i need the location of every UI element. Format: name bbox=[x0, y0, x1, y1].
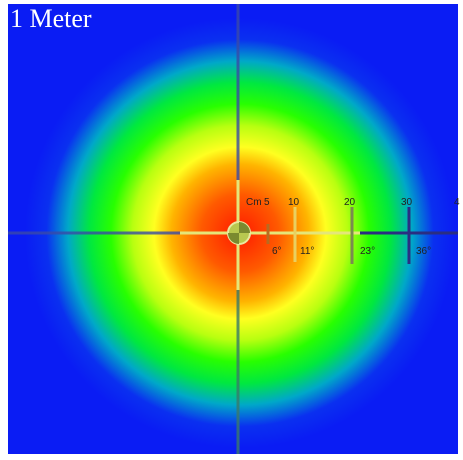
angle-label-11: 11° bbox=[300, 246, 314, 257]
angle-label-23: 23° bbox=[360, 246, 375, 257]
center-marker bbox=[227, 221, 251, 245]
distance-tick-label-20: 20 bbox=[344, 197, 356, 208]
angle-label-6: 6° bbox=[272, 246, 282, 257]
crosshair bbox=[8, 4, 458, 454]
scale-ticks bbox=[266, 207, 411, 264]
angle-label-36: 36° bbox=[416, 246, 431, 257]
distance-unit-label: Cm bbox=[246, 197, 262, 208]
distance-tick-label-30: 30 bbox=[401, 197, 413, 208]
distance-title: 1 Meter bbox=[10, 4, 92, 33]
distance-tick-label-5: 5 bbox=[264, 197, 270, 208]
distance-tick-label-40: 4 bbox=[454, 197, 460, 208]
distance-tick-label-10: 10 bbox=[288, 197, 300, 208]
